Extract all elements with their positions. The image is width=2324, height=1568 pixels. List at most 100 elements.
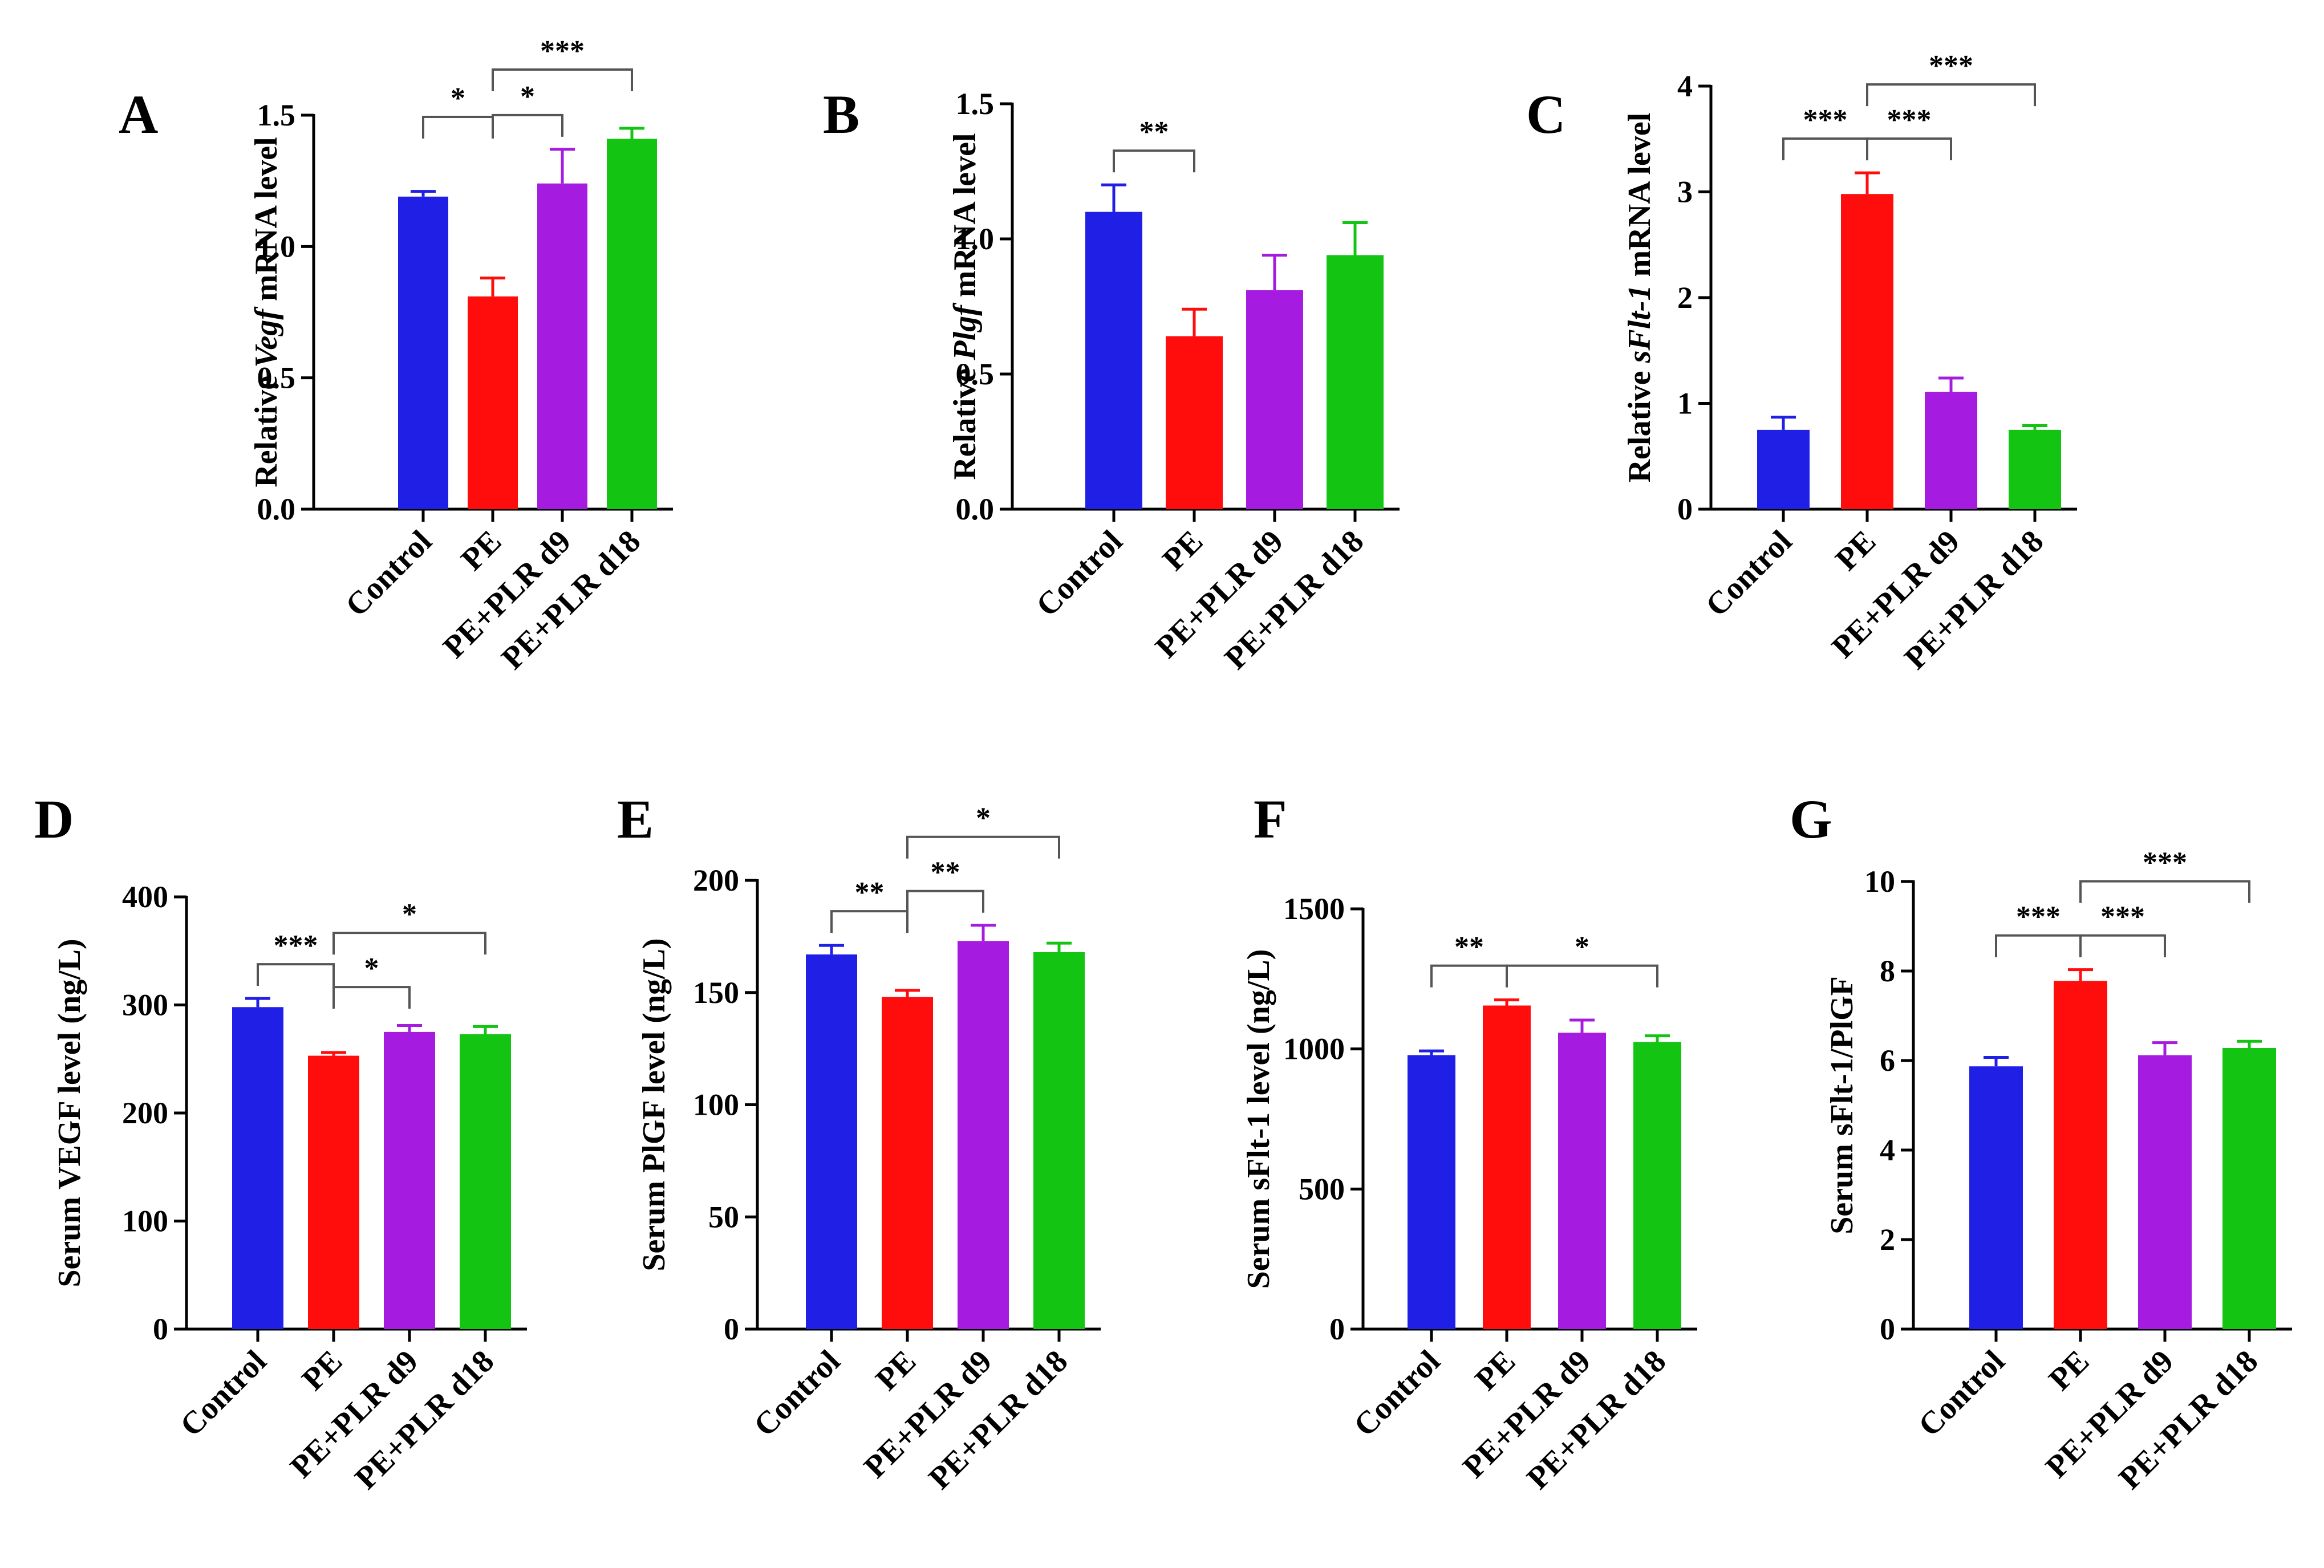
significance-label: * [1575, 931, 1589, 964]
significance-bracket [1866, 137, 1952, 161]
bar-pe [1166, 336, 1223, 509]
y-tick-label: 0 [1880, 1312, 1895, 1346]
y-tick-label: 0.5 [956, 357, 995, 391]
significance-bracket [1506, 964, 1658, 988]
significance-label: *** [1803, 104, 1848, 136]
category-label: Control [1029, 523, 1129, 623]
significance-bracket [492, 68, 633, 91]
y-axis-title-part: Relative [249, 368, 284, 488]
category-label: PE [2042, 1343, 2096, 1397]
y-tick-label: 4 [1677, 69, 1693, 103]
category-label: PE+PLR d18 [1218, 523, 1370, 676]
bar-pe [2054, 981, 2107, 1329]
panel-d: D Serum VEGF level (ng/L) 0 100 200 300 400 Con… [34, 789, 527, 1496]
significance-label: * [402, 898, 417, 931]
y-axis-title-part: mRNA level [1622, 113, 1657, 285]
significance-bracket [492, 113, 563, 137]
y-tick-label: 100 [693, 1088, 739, 1122]
category-label: PE [1469, 1343, 1522, 1397]
panel-c: C Relative sFlt-1 mRNA level 0 1 2 3 4 Control P… [1526, 50, 2077, 676]
significance-label: ** [855, 876, 885, 909]
y-tick-label: 6 [1880, 1043, 1895, 1078]
panel-label: G [1790, 789, 1832, 850]
category-label: PE [455, 523, 508, 577]
y-axis-title-part: Serum PlGF level (ng/L) [636, 938, 672, 1271]
significance-label: * [451, 82, 465, 115]
significance-label: ** [1454, 931, 1484, 964]
bar-pe [1483, 1005, 1531, 1329]
y-axis-title: Relative sFlt-1 mRNA level [1622, 113, 1657, 483]
y-axis-title-part: Serum VEGF level (ng/L) [52, 939, 87, 1287]
y-tick-label: 2 [1880, 1222, 1895, 1257]
y-tick-label: 1.5 [956, 87, 995, 121]
significance-label: * [520, 80, 535, 113]
bar-pe-plr-d9 [958, 941, 1009, 1329]
bar-pe-plr-d9 [1558, 1033, 1606, 1329]
y-tick-label: 100 [122, 1204, 168, 1238]
significance-label: *** [540, 35, 585, 67]
y-axis-title-part: mRNA level [249, 137, 284, 309]
bar-pe-plr-d9 [537, 183, 587, 510]
significance-bracket [1782, 137, 1868, 161]
y-axis-title-part: Vegf [249, 306, 284, 368]
category-label: PE [1156, 523, 1210, 577]
significance-bracket [830, 910, 908, 933]
y-tick-label: 200 [122, 1096, 168, 1130]
bar-control [232, 1007, 283, 1329]
y-tick-label: 500 [1299, 1172, 1345, 1206]
significance-label: * [364, 952, 379, 985]
category-label: Control [173, 1343, 273, 1443]
significance-bracket [257, 963, 335, 986]
significance-bracket [332, 932, 486, 955]
significance-label: *** [1887, 104, 1932, 136]
category-label: Control [1699, 523, 1799, 623]
bar-pe [882, 997, 933, 1329]
y-axis-title-part: Serum sFlt-1/PlGF [1824, 976, 1860, 1234]
bar-pe-plr-d9 [384, 1031, 435, 1329]
category-label: PE [295, 1343, 349, 1397]
bar-pe [308, 1055, 359, 1329]
significance-bracket [1430, 964, 1508, 988]
significance-bracket [332, 986, 411, 1009]
y-tick-label: 1000 [1283, 1032, 1345, 1066]
significance-label: * [976, 802, 991, 835]
y-axis-title: Relative Plgf mRNA level [947, 133, 983, 480]
y-tick-label: 0.0 [257, 492, 296, 526]
panel-f: F Serum sFlt-1 level (ng/L) 0 500 1000 1500 Co… [1241, 789, 1697, 1496]
significance-label: *** [2100, 901, 2145, 933]
y-tick-label: 1500 [1283, 892, 1345, 926]
y-tick-label: 50 [708, 1200, 739, 1234]
y-tick-label: 1 [1677, 387, 1693, 421]
y-tick-label: 300 [122, 988, 168, 1022]
bar-pe-plr-d18 [607, 139, 657, 509]
category-label: Control [339, 523, 439, 623]
y-tick-label: 1.0 [257, 229, 296, 263]
y-tick-label: 0.0 [956, 492, 995, 526]
category-label: Control [747, 1343, 847, 1443]
panel-a: A Relative Vegf mRNA level 0.0 0.5 1.0 1.5 Con… [119, 35, 673, 676]
bar-pe-plr-d18 [1033, 952, 1085, 1329]
y-tick-label: 2 [1677, 281, 1693, 315]
significance-bracket [1995, 934, 2082, 957]
y-axis-title: Serum sFlt-1/PlGF [1824, 976, 1860, 1234]
y-axis-title: Serum PlGF level (ng/L) [636, 938, 672, 1271]
significance-label: *** [1929, 50, 1973, 82]
y-tick-label: 150 [693, 976, 739, 1010]
y-axis-title-part: Relative [947, 360, 983, 480]
category-label: Control [1347, 1343, 1447, 1443]
y-axis-title: Relative Vegf mRNA level [249, 137, 284, 487]
y-axis-title: Serum sFlt-1 level (ng/L) [1241, 949, 1276, 1289]
y-tick-label: 0.5 [257, 361, 296, 395]
y-tick-label: 8 [1880, 954, 1895, 988]
bar-control [1408, 1055, 1455, 1329]
panel-label: B [823, 84, 859, 145]
panel-label: D [34, 789, 74, 850]
bar-control [1969, 1066, 2023, 1329]
significance-bracket [2079, 880, 2250, 903]
y-tick-label: 3 [1677, 175, 1693, 209]
bar-control [1085, 212, 1142, 510]
bar-pe-plr-d18 [460, 1034, 511, 1329]
y-tick-label: 0 [153, 1312, 168, 1346]
